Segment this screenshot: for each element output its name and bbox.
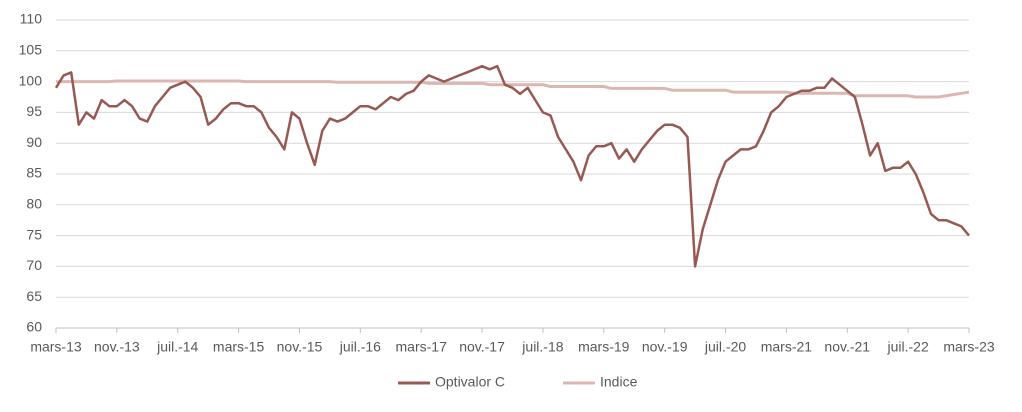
- line-series: [56, 79, 970, 99]
- legend-label: Optivalor C: [435, 374, 505, 390]
- y-tick-label: 110: [20, 11, 43, 27]
- x-tick-label: nov.-13: [94, 339, 140, 355]
- x-tick-label: nov.-19: [642, 339, 688, 355]
- x-tick-label: juil.-20: [704, 339, 746, 355]
- y-tick-label: 100: [19, 72, 43, 88]
- x-tick-label: mars-13: [30, 339, 82, 355]
- y-tick-label: 95: [26, 103, 42, 119]
- x-tick-label: mars-19: [578, 339, 630, 355]
- y-tick-label: 65: [26, 288, 42, 304]
- x-tick-label: mars-15: [213, 339, 265, 355]
- x-tick-label: juil.-18: [521, 339, 563, 355]
- x-tick-label: juil.-14: [156, 339, 198, 355]
- x-tick-label: nov.-15: [277, 339, 323, 355]
- y-tick-label: 85: [26, 165, 42, 181]
- x-tick-label: mars-21: [761, 339, 813, 355]
- x-tick-label: juil.-16: [339, 339, 381, 355]
- y-tick-label: 60: [26, 319, 42, 335]
- y-tick-label: 105: [19, 42, 43, 58]
- y-tick-label: 70: [26, 257, 42, 273]
- x-tick-label: nov.-17: [459, 339, 505, 355]
- legend-label: Indice: [600, 374, 638, 390]
- y-tick-label: 80: [26, 196, 42, 212]
- y-tick-label: 75: [26, 226, 42, 242]
- x-tick-label: nov.-21: [824, 339, 870, 355]
- x-tick-label: mars-23: [943, 339, 995, 355]
- line-series: [54, 64, 970, 268]
- y-tick-label: 90: [26, 134, 42, 150]
- x-tick-label: juil.-22: [887, 339, 929, 355]
- x-tick-label: mars-17: [396, 339, 448, 355]
